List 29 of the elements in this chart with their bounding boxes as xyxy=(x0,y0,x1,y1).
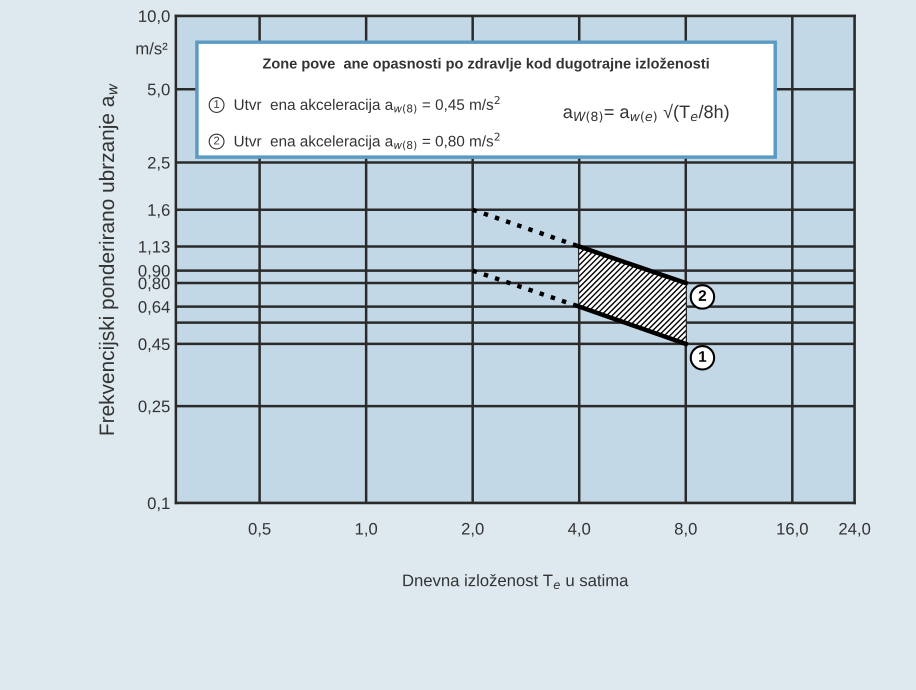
x-tick-label: 4,0 xyxy=(568,522,590,537)
y-tick-label: 10,0 xyxy=(139,10,170,24)
y-tick-label: 0,1 xyxy=(148,497,170,512)
x-tick-label: 24,0 xyxy=(839,522,870,537)
text: m/s² xyxy=(136,42,168,54)
x-tick-label: 8,0 xyxy=(674,522,697,537)
x-tick-label: 1,0 xyxy=(356,522,378,537)
x-tick-label: 2,0 xyxy=(462,522,484,537)
y-tick-label: 5,0 xyxy=(148,84,170,98)
y-tick-label: 0,80 xyxy=(138,277,170,292)
annotation: 2 xyxy=(214,136,220,144)
y-tick-label: 0,64 xyxy=(138,301,170,315)
annotation: Utvr ena akceleracija a$_{w(8)}$ = 0,80 m/s$^{2}$ xyxy=(234,132,500,150)
annotation: Zone pove ane opasnosti po zdravlje kod dugotrajne izloženosti xyxy=(262,58,709,72)
y-tick-label: 0,90 xyxy=(138,264,170,279)
y-tick-label: 1,13 xyxy=(139,240,170,255)
x-axis-title: Dnevna izloženost T$_{e}$ u satima xyxy=(403,574,628,590)
x-tick-label: 16,0 xyxy=(777,522,808,537)
y-axis-title: Frekvencijski ponderirano ubrzanje a$_{w}$ xyxy=(98,84,118,434)
annotation: Utvr ena akceleracija a$_{w(8)}$ = 0,45 m/s$^{2}$ xyxy=(234,96,500,114)
annotation: 1 xyxy=(699,351,706,362)
y-tick-label: 0,45 xyxy=(138,338,170,352)
annotation: a$_{W(8)}$= a$_{w(e)}$ √(T$_{e}$/8h) xyxy=(564,104,729,123)
y-tick-label: 0,25 xyxy=(138,400,170,414)
x-tick-label: 0,5 xyxy=(248,522,270,537)
annotation: 1 xyxy=(214,100,220,108)
annotation: 2 xyxy=(698,290,706,301)
y-tick-label: 1,6 xyxy=(148,204,170,218)
y-tick-label: 2,5 xyxy=(148,156,170,171)
